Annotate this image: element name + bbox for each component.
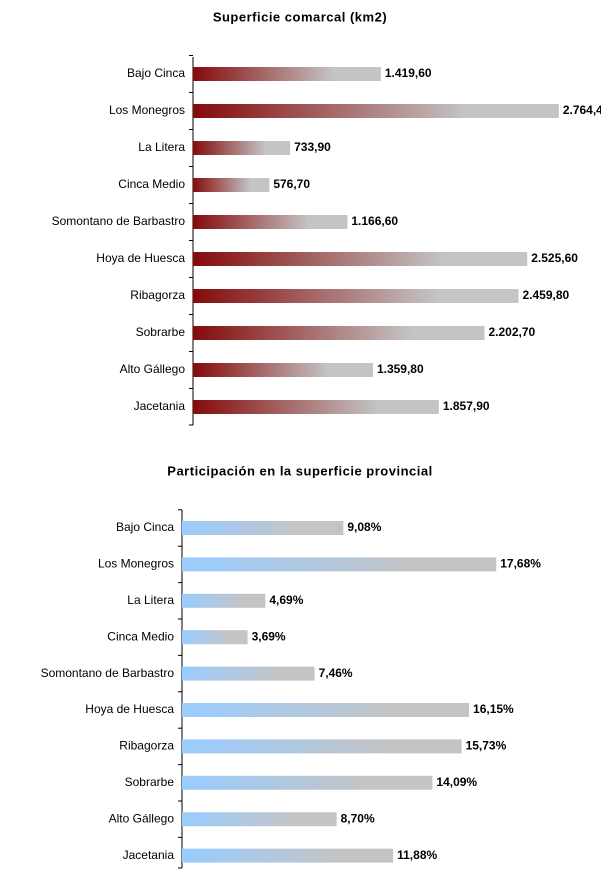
chart-title: Superficie comarcal (km2): [213, 9, 387, 24]
category-label: Los Monegros: [98, 557, 174, 571]
bar: [182, 521, 344, 535]
value-label: 4,69%: [269, 593, 303, 607]
value-label: 7,46%: [319, 666, 353, 680]
value-label: 15,73%: [466, 739, 507, 753]
bar: [193, 215, 348, 229]
category-label: Los Monegros: [109, 103, 185, 117]
bar: [182, 812, 337, 827]
category-label: Ribagorza: [130, 288, 185, 302]
category-label: Somontano de Barbastro: [52, 214, 186, 228]
value-label: 2.459,80: [523, 288, 570, 302]
category-label: Alto Gállego: [120, 362, 186, 376]
category-label: Hoya de Huesca: [96, 251, 185, 265]
value-label: 576,70: [273, 177, 310, 191]
value-label: 1.359,80: [377, 362, 424, 376]
category-label: La Litera: [127, 593, 174, 607]
category-label: Jacetania: [134, 399, 186, 413]
bar: [193, 400, 439, 414]
category-label: La Litera: [138, 140, 185, 154]
value-label: 2.202,70: [488, 325, 535, 339]
category-label: Hoya de Huesca: [85, 702, 174, 716]
value-label: 2.764,40: [563, 103, 601, 117]
value-label: 8,70%: [341, 811, 375, 825]
category-label: Cinca Medio: [107, 629, 174, 643]
bar: [182, 848, 394, 863]
bar: [193, 178, 270, 192]
bar: [193, 67, 381, 81]
bar: [193, 104, 559, 118]
bar: [193, 326, 485, 340]
value-label: 1.857,90: [443, 399, 490, 413]
category-label: Somontano de Barbastro: [41, 666, 175, 680]
value-label: 3,69%: [252, 629, 286, 643]
bar: [182, 703, 470, 717]
value-label: 1.419,60: [385, 66, 432, 80]
bar: [182, 557, 497, 572]
bar: [182, 666, 315, 681]
category-label: Bajo Cinca: [116, 520, 174, 534]
category-label: Sobrarbe: [125, 775, 175, 789]
value-label: 1.166,60: [351, 214, 398, 228]
category-label: Jacetania: [123, 848, 175, 862]
value-label: 16,15%: [473, 702, 514, 716]
bar: [182, 593, 266, 608]
bar: [182, 630, 248, 645]
value-label: 9,08%: [347, 520, 381, 534]
bar: [182, 775, 433, 790]
value-label: 2.525,60: [531, 251, 578, 265]
category-label: Alto Gállego: [109, 811, 175, 825]
category-label: Cinca Medio: [118, 177, 185, 191]
bar: [193, 289, 519, 303]
bar: [182, 739, 462, 754]
chart-title: Participación en la superficie provincia…: [167, 463, 432, 478]
value-label: 14,09%: [436, 775, 477, 789]
bar: [193, 363, 373, 377]
bar: [193, 252, 528, 266]
category-label: Bajo Cinca: [127, 66, 185, 80]
category-label: Ribagorza: [119, 739, 174, 753]
bar: [193, 141, 291, 155]
category-label: Sobrarbe: [136, 325, 186, 339]
value-label: 733,90: [294, 140, 331, 154]
value-label: 17,68%: [500, 557, 541, 571]
value-label: 11,88%: [397, 848, 437, 862]
